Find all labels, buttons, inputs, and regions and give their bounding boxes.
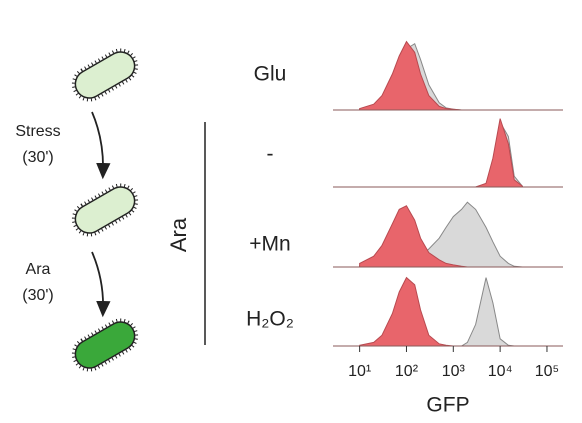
- condition-label: H₂O₂: [246, 308, 294, 331]
- step-label: Ara: [26, 261, 51, 278]
- condition-label: -: [267, 143, 274, 166]
- x-tick-label: 10¹: [348, 363, 371, 380]
- x-tick-label: 10³: [442, 363, 466, 380]
- x-tick-label: 10⁵: [535, 363, 559, 380]
- bacterium: [71, 318, 139, 372]
- x-tick-label: 10²: [395, 363, 419, 380]
- arrow: [91, 251, 111, 318]
- x-tick-label: 10⁴: [488, 363, 513, 380]
- group-label: Ara: [166, 217, 191, 252]
- condition-label: +Mn: [249, 233, 290, 256]
- bacterium: [71, 183, 139, 237]
- condition-label: Glu: [254, 63, 287, 86]
- step-label: Stress: [15, 123, 60, 140]
- step-time: (30'): [22, 149, 54, 166]
- histogram: [359, 118, 523, 188]
- histogram: [359, 40, 523, 111]
- arrow: [91, 111, 111, 180]
- x-axis-label: GFP: [426, 394, 469, 417]
- step-time: (30'): [22, 287, 54, 304]
- bacterium: [71, 48, 139, 102]
